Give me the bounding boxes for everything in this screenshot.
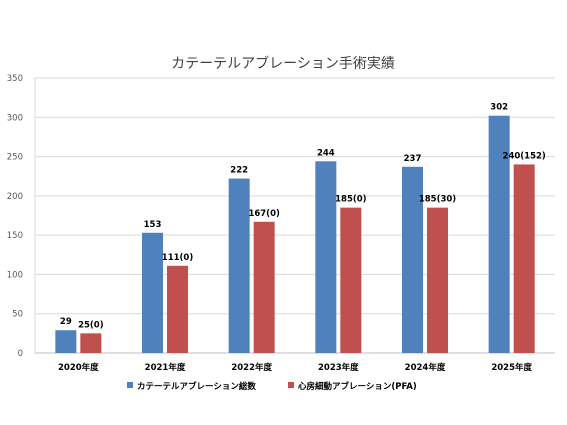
data-label: 25(0) xyxy=(78,320,104,330)
y-tick-label: 150 xyxy=(7,231,23,241)
chart-title: カテーテルアブレーション手術実績 xyxy=(171,55,395,72)
data-label: 240(152) xyxy=(503,151,546,161)
y-tick-label: 50 xyxy=(12,310,23,320)
y-tick-label: 250 xyxy=(7,153,23,163)
bar-af-ablation xyxy=(80,333,102,353)
legend-label: 心房細動アブレーション(PFA) xyxy=(298,381,417,392)
bar-total xyxy=(55,330,77,353)
bar-af-ablation xyxy=(427,207,448,353)
y-tick-label: 0 xyxy=(18,349,23,359)
x-category-label: 2021年度 xyxy=(145,362,186,373)
y-axis-ticks: 0 50 100 150 200 250 300 350 xyxy=(7,74,23,359)
legend-swatch xyxy=(288,382,294,388)
data-label: 222 xyxy=(230,166,248,176)
y-tick-label: 100 xyxy=(7,270,23,280)
bar-total xyxy=(402,166,423,353)
bar-af-ablation xyxy=(253,221,275,353)
bar-total xyxy=(315,161,337,353)
data-label: 167(0) xyxy=(248,209,280,219)
y-tick-label: 350 xyxy=(7,74,23,84)
data-labels: 29 25(0) 153 111(0) 222 167(0) 244 185(0) 237 185… xyxy=(60,103,546,331)
x-category-label: 2025年度 xyxy=(491,362,532,373)
bars xyxy=(55,115,535,353)
bar-total xyxy=(488,115,510,353)
bar-total xyxy=(228,178,250,353)
data-label: 302 xyxy=(490,103,508,113)
data-label: 29 xyxy=(60,317,72,327)
x-axis-categories: 2020年度 2021年度 2022年度 2023年度 2024年度 2025年度 xyxy=(58,362,532,373)
data-label: 185(0) xyxy=(335,195,367,205)
legend: カテーテルアブレーション総数 心房細動アブレーション(PFA) xyxy=(127,381,417,392)
data-label: 185(30) xyxy=(419,195,456,205)
x-category-label: 2023年度 xyxy=(318,362,359,373)
bar-af-ablation xyxy=(513,164,535,353)
y-tick-label: 300 xyxy=(7,113,23,123)
bar-af-ablation xyxy=(167,265,188,353)
data-label: 237 xyxy=(404,154,422,164)
bar-total xyxy=(142,232,163,353)
x-category-label: 2022年度 xyxy=(231,362,272,373)
data-label: 153 xyxy=(144,220,162,230)
gridlines xyxy=(34,77,555,354)
legend-label: カテーテルアブレーション総数 xyxy=(137,381,256,392)
legend-swatch xyxy=(127,382,133,388)
bar-af-ablation xyxy=(340,207,362,353)
y-tick-label: 200 xyxy=(7,192,23,202)
data-label: 244 xyxy=(317,148,335,158)
data-label: 111(0) xyxy=(162,253,194,263)
x-category-label: 2020年度 xyxy=(58,362,99,373)
x-category-label: 2024年度 xyxy=(405,362,446,373)
